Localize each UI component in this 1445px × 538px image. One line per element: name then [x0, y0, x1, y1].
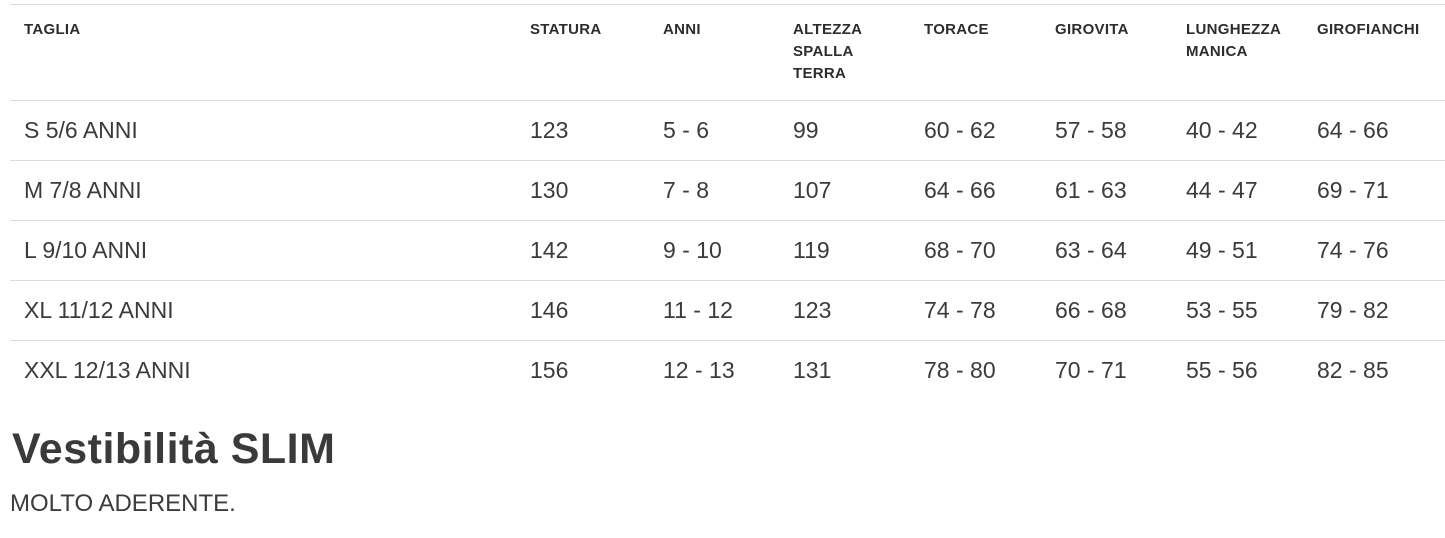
- size-label-cell: S 5/6 ANNI: [10, 100, 530, 161]
- measurement-cell: 64 - 66: [1317, 100, 1445, 161]
- column-header-anni: ANNI: [663, 4, 793, 101]
- column-header-taglia: TAGLIA: [10, 4, 530, 101]
- measurement-cell: 130: [530, 160, 663, 221]
- measurement-cell: 12 - 13: [663, 357, 735, 384]
- measurement-cell: 79 - 82: [1317, 280, 1445, 341]
- measurement-cell: 78 - 80: [924, 357, 996, 384]
- measurement-cell: 64 - 66: [924, 160, 1055, 221]
- measurement-cell: 123: [530, 100, 663, 161]
- measurement-cell: 68 - 70: [924, 220, 1055, 281]
- measurement-cell: 74 - 76: [1317, 220, 1445, 281]
- measurement-cell: 40 - 42: [1186, 100, 1317, 161]
- measurement-cell: 5 - 6: [663, 100, 793, 161]
- measurement-cell: 107: [793, 160, 924, 221]
- table-row: XL 11/12 ANNI 146 11 - 12 123 74 - 78 66 - 68…: [10, 280, 1445, 341]
- measurement-cell: 156: [530, 357, 569, 384]
- column-header-lunghezza-manica: LUNGHEZZA MANICA: [1186, 4, 1317, 101]
- measurement-cell: 55 - 56: [1186, 357, 1258, 384]
- measurement-cell: 60 - 62: [924, 100, 1055, 161]
- measurement-cell: 82 - 85: [1317, 357, 1389, 384]
- measurement-cell: 146: [530, 280, 663, 341]
- table-body: S 5/6 ANNI 123 5 - 6 99 60 - 62 57 - 58 40 - 4…: [10, 100, 1445, 401]
- column-header-torace: TORACE: [924, 4, 1055, 101]
- measurement-cell: 63 - 64: [1055, 220, 1186, 281]
- measurement-cell: 142: [530, 220, 663, 281]
- measurement-cell: 123: [793, 280, 924, 341]
- column-header-statura: STATURA: [530, 4, 663, 101]
- column-header-girofianchi: GIROFIANCHI: [1317, 4, 1445, 101]
- table-row: S 5/6 ANNI 123 5 - 6 99 60 - 62 57 - 58 40 - 4…: [10, 100, 1445, 161]
- measurement-cell: 119: [793, 220, 924, 281]
- fit-description: MOLTO ADERENTE.: [10, 489, 236, 517]
- measurement-cell: 44 - 47: [1186, 160, 1317, 221]
- measurement-cell: 53 - 55: [1186, 280, 1317, 341]
- header-row: TAGLIA STATURA ANNI ALTEZZA SPALLA TERRA…: [10, 4, 1445, 101]
- measurement-cell: 131: [793, 357, 832, 384]
- measurement-cell: 99: [793, 100, 924, 161]
- size-chart-table: TAGLIA STATURA ANNI ALTEZZA SPALLA TERRA…: [10, 4, 1445, 401]
- measurement-cell: 69 - 71: [1317, 160, 1445, 221]
- table-row: L 9/10 ANNI 142 9 - 10 119 68 - 70 63 - 64 49 …: [10, 220, 1445, 281]
- size-label-cell: XL 11/12 ANNI: [10, 280, 530, 341]
- column-header-altezza-spalla-terra: ALTEZZA SPALLA TERRA: [793, 4, 924, 101]
- fit-title: Vestibilità SLIM: [12, 424, 336, 473]
- measurement-cell: 11 - 12: [663, 280, 793, 341]
- size-chart-section: TAGLIA STATURA ANNI ALTEZZA SPALLA TERRA…: [10, 4, 1445, 517]
- measurement-cell: 74 - 78: [924, 280, 1055, 341]
- measurement-cell: 66 - 68: [1055, 280, 1186, 341]
- table-row: XXL 12/13 ANNI 156 12 - 13 131 78 - 80 70 - 7…: [10, 341, 1445, 401]
- measurement-cell: 9 - 10: [663, 220, 793, 281]
- size-label-cell: M 7/8 ANNI: [10, 160, 530, 221]
- size-label-cell: XXL 12/13 ANNI: [24, 357, 191, 384]
- measurement-cell: 57 - 58: [1055, 100, 1186, 161]
- measurement-cell: 49 - 51: [1186, 220, 1317, 281]
- measurement-cell: 7 - 8: [663, 160, 793, 221]
- size-label-cell: L 9/10 ANNI: [10, 220, 530, 281]
- measurement-cell: 61 - 63: [1055, 160, 1186, 221]
- measurement-cell: 70 - 71: [1055, 357, 1127, 384]
- table-row: M 7/8 ANNI 130 7 - 8 107 64 - 66 61 - 63 44 - …: [10, 160, 1445, 221]
- column-header-girovita: GIROVITA: [1055, 4, 1186, 101]
